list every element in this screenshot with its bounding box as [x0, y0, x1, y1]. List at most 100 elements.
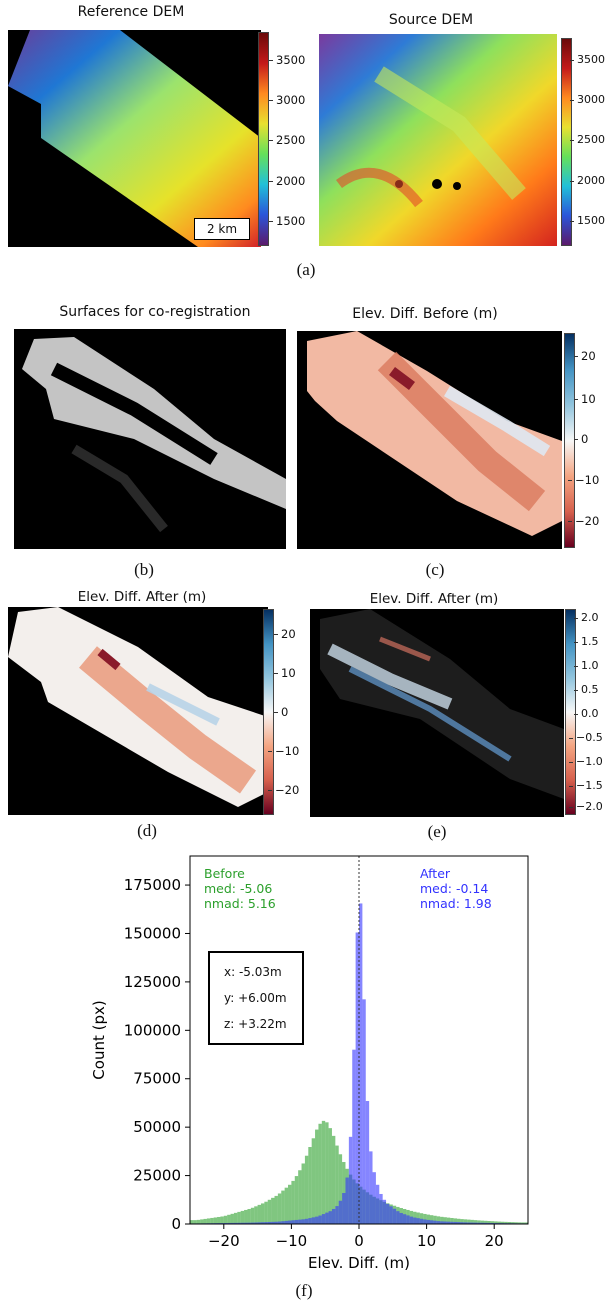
- after-histogram-bar: [484, 1222, 488, 1224]
- before-histogram-bar: [504, 1221, 508, 1224]
- after-histogram-bar: [369, 1151, 373, 1224]
- after-histogram-bar: [453, 1221, 458, 1224]
- colorbar-tick: 2.0: [574, 611, 599, 624]
- before-histogram-bar: [271, 1197, 275, 1224]
- before-histogram-bar: [288, 1184, 292, 1224]
- colorbar-tick: 1500: [570, 214, 605, 227]
- before-histogram-bar: [284, 1187, 289, 1224]
- after-histogram-bar: [450, 1221, 454, 1224]
- after-nmad: nmad: 1.98: [420, 896, 492, 911]
- before-label: Before: [204, 866, 245, 881]
- before-histogram-bar: [233, 1212, 238, 1224]
- after-histogram-bar: [328, 1211, 332, 1224]
- colorbar-tick: 2000: [570, 174, 605, 187]
- colorbar-tick: 0: [273, 705, 289, 719]
- before-histogram-bar: [494, 1221, 498, 1224]
- after-histogram-bar: [379, 1193, 383, 1224]
- after-histogram-bar: [423, 1219, 427, 1224]
- colorbar-tick: 10: [274, 666, 296, 680]
- before-histogram-bar: [477, 1220, 481, 1224]
- after-histogram-bar: [338, 1200, 343, 1224]
- before-histogram-bar: [436, 1216, 441, 1224]
- before-histogram-bar: [423, 1213, 427, 1224]
- before-histogram-bar: [264, 1201, 268, 1224]
- after-histogram-bar: [244, 1222, 248, 1224]
- caption-b: (b): [134, 560, 154, 579]
- before-histogram-bar: [419, 1213, 424, 1224]
- colorbar-tick: 0.0: [574, 707, 599, 720]
- x-axis-ticks: −20 −10 0 10 20: [208, 1224, 504, 1250]
- after-histogram-bar: [257, 1222, 261, 1224]
- caption-a: (a): [296, 260, 316, 279]
- before-histogram-bar: [250, 1207, 255, 1224]
- after-histogram-bar: [291, 1220, 295, 1224]
- before-histogram-bar: [210, 1217, 214, 1224]
- after-histogram-bar: [271, 1221, 275, 1224]
- before-histogram-bar: [274, 1195, 278, 1224]
- before-histogram-bar: [193, 1220, 197, 1224]
- after-histogram-bar: [409, 1216, 414, 1224]
- after-histogram-bar: [254, 1222, 258, 1224]
- after-histogram-bar: [318, 1215, 322, 1224]
- colorbar-tick: −2.0: [569, 800, 603, 813]
- after-histogram-bar: [433, 1220, 437, 1224]
- after-histogram-bar: [247, 1222, 251, 1224]
- elevation-colorbar-right: [561, 38, 572, 246]
- after-histogram-bar: [230, 1222, 234, 1224]
- before-histogram-bar: [457, 1218, 461, 1224]
- reference-dem-map: 2 km: [8, 30, 261, 247]
- after-histogram-bar: [406, 1215, 410, 1224]
- x-tick-label: 0: [354, 1232, 364, 1250]
- before-histogram-bar: [521, 1222, 525, 1224]
- before-histogram-bar: [426, 1214, 430, 1224]
- colorbar-tick: −10: [567, 473, 600, 487]
- after-histogram-bar: [284, 1220, 289, 1224]
- after-histogram-bar: [294, 1219, 299, 1224]
- after-histogram-bar: [240, 1222, 245, 1224]
- after-histogram-bar: [365, 1101, 370, 1224]
- after-histogram-bar: [331, 1208, 336, 1224]
- colorbar-tick: 3000: [268, 93, 306, 107]
- surfaces-mask-map: [14, 329, 286, 549]
- before-histogram-bar: [480, 1220, 485, 1224]
- after-histogram-bar: [457, 1222, 461, 1224]
- colorbar-tick: −1.5: [569, 779, 603, 792]
- caption-c: (c): [425, 560, 445, 579]
- before-histogram-bar: [524, 1222, 528, 1224]
- before-histogram-bar: [315, 1129, 319, 1224]
- elevation-difference-histogram: −20 −10 0 10 20 0 25000 50000 75000 100000 125000…: [90, 855, 529, 1272]
- before-histogram-bar: [203, 1218, 207, 1224]
- elev-diff-colorbar-c: [564, 333, 575, 548]
- after-histogram-bar: [250, 1222, 255, 1224]
- after-histogram-bar: [237, 1222, 241, 1224]
- reference-dem-title: Reference DEM: [77, 4, 185, 20]
- before-histogram-bar: [328, 1128, 332, 1224]
- after-histogram-bar: [389, 1206, 393, 1224]
- before-histogram-bar: [244, 1209, 248, 1224]
- before-histogram-bar: [301, 1163, 305, 1224]
- before-histogram-bar: [291, 1180, 295, 1224]
- before-histogram-bar: [500, 1221, 505, 1224]
- before-histogram-bar: [298, 1170, 302, 1224]
- before-histogram-bar: [206, 1218, 211, 1224]
- before-med: med: -5.06: [204, 881, 273, 896]
- after-histogram-bar: [227, 1222, 231, 1224]
- y-axis-ticks: 0 25000 50000 75000 100000 125000 150000 175000: [124, 876, 190, 1233]
- y-tick-label: 175000: [124, 876, 181, 894]
- colorbar-tick: 3000: [570, 93, 605, 106]
- after-histogram-bar: [362, 999, 366, 1224]
- before-histogram-bar: [294, 1176, 299, 1224]
- before-histogram-bar: [335, 1145, 339, 1224]
- elevation-colorbar-left: [258, 32, 269, 246]
- y-axis-label: Count (px): [90, 1000, 108, 1079]
- colorbar-tick: 1.0: [574, 659, 599, 672]
- after-histogram-bar: [463, 1222, 468, 1224]
- after-histogram-bar: [308, 1218, 312, 1224]
- after-histogram-bar: [399, 1212, 403, 1224]
- surfaces-title: Surfaces for co-registration: [59, 304, 251, 320]
- after-histogram-bar: [392, 1208, 397, 1224]
- after-histogram-bar: [386, 1203, 390, 1224]
- colorbar-tick: 1.5: [574, 635, 599, 648]
- colorbar-tick: 3500: [570, 53, 605, 66]
- before-histogram-bar: [470, 1219, 474, 1224]
